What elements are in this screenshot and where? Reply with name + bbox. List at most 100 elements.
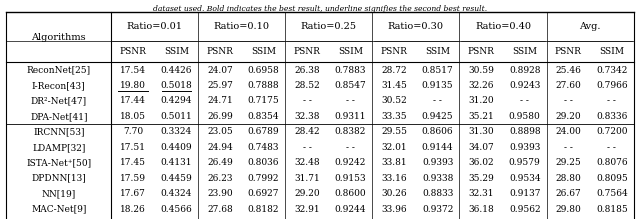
Text: 25.97: 25.97 xyxy=(207,81,233,90)
Text: MAC-Net[9]: MAC-Net[9] xyxy=(31,205,86,214)
Text: 32.01: 32.01 xyxy=(381,143,407,152)
Text: 0.6789: 0.6789 xyxy=(248,127,279,136)
Text: Algorithms: Algorithms xyxy=(31,33,86,42)
Text: 0.7175: 0.7175 xyxy=(248,96,279,105)
Text: - -: - - xyxy=(520,96,529,105)
Text: 0.9137: 0.9137 xyxy=(509,189,541,198)
Text: 0.6927: 0.6927 xyxy=(248,189,279,198)
Text: 23.05: 23.05 xyxy=(207,127,233,136)
Text: SSIM: SSIM xyxy=(164,47,189,56)
Text: PSNR: PSNR xyxy=(555,47,582,56)
Text: 32.38: 32.38 xyxy=(294,112,320,121)
Text: 0.4426: 0.4426 xyxy=(161,65,192,74)
Text: 17.44: 17.44 xyxy=(120,96,146,105)
Text: 0.8833: 0.8833 xyxy=(422,189,453,198)
Text: 32.91: 32.91 xyxy=(294,205,320,214)
Text: 0.8182: 0.8182 xyxy=(248,205,279,214)
Text: 26.99: 26.99 xyxy=(207,112,233,121)
Text: LDAMP[32]: LDAMP[32] xyxy=(32,143,85,152)
Text: 0.4409: 0.4409 xyxy=(161,143,192,152)
Text: - -: - - xyxy=(564,96,573,105)
Text: 26.38: 26.38 xyxy=(294,65,320,74)
Text: 0.4324: 0.4324 xyxy=(161,189,192,198)
Text: Ratio=0.30: Ratio=0.30 xyxy=(388,22,444,31)
Text: 0.8606: 0.8606 xyxy=(422,127,454,136)
Text: 0.3324: 0.3324 xyxy=(161,127,192,136)
Text: 0.8898: 0.8898 xyxy=(509,127,541,136)
Text: 24.71: 24.71 xyxy=(207,96,233,105)
Text: DPDNN[13]: DPDNN[13] xyxy=(31,174,86,183)
Text: 0.4566: 0.4566 xyxy=(161,205,192,214)
Text: 0.9534: 0.9534 xyxy=(509,174,541,183)
Text: PSNR: PSNR xyxy=(381,47,408,56)
Text: 35.21: 35.21 xyxy=(468,112,494,121)
Text: SSIM: SSIM xyxy=(338,47,363,56)
Text: dataset used. Bold indicates the best result, underline signifies the second bes: dataset used. Bold indicates the best re… xyxy=(153,5,487,13)
Text: SSIM: SSIM xyxy=(512,47,537,56)
Text: 0.9579: 0.9579 xyxy=(509,158,541,167)
Text: 33.96: 33.96 xyxy=(381,205,407,214)
Text: 24.00: 24.00 xyxy=(556,127,581,136)
Text: Avg.: Avg. xyxy=(579,22,601,31)
Text: 30.26: 30.26 xyxy=(381,189,407,198)
Text: PSNR: PSNR xyxy=(120,47,147,56)
Text: DR²-Net[47]: DR²-Net[47] xyxy=(31,96,87,105)
Text: 0.9338: 0.9338 xyxy=(422,174,453,183)
Text: 25.46: 25.46 xyxy=(556,65,581,74)
Text: 0.9425: 0.9425 xyxy=(422,112,454,121)
Text: - -: - - xyxy=(346,143,355,152)
Text: - -: - - xyxy=(607,96,616,105)
Text: 0.9135: 0.9135 xyxy=(422,81,454,90)
Text: 0.9393: 0.9393 xyxy=(422,158,453,167)
Text: 32.48: 32.48 xyxy=(294,158,320,167)
Text: PSNR: PSNR xyxy=(207,47,234,56)
Text: 31.71: 31.71 xyxy=(294,174,320,183)
Text: 33.16: 33.16 xyxy=(381,174,407,183)
Text: 0.7564: 0.7564 xyxy=(596,189,628,198)
Text: 0.9311: 0.9311 xyxy=(335,112,366,121)
Text: 32.31: 32.31 xyxy=(468,189,494,198)
Text: 0.8547: 0.8547 xyxy=(335,81,367,90)
Text: 36.02: 36.02 xyxy=(468,158,494,167)
Text: 0.7888: 0.7888 xyxy=(248,81,279,90)
Text: DPA-Net[41]: DPA-Net[41] xyxy=(30,112,88,121)
Text: 28.42: 28.42 xyxy=(294,127,320,136)
Text: 0.6958: 0.6958 xyxy=(248,65,279,74)
Text: 29.80: 29.80 xyxy=(556,205,581,214)
Text: 0.8517: 0.8517 xyxy=(422,65,454,74)
Text: - -: - - xyxy=(607,143,616,152)
Text: 26.23: 26.23 xyxy=(207,174,233,183)
Text: 0.9153: 0.9153 xyxy=(335,174,366,183)
Text: 0.9562: 0.9562 xyxy=(509,205,541,214)
Text: 36.18: 36.18 xyxy=(468,205,494,214)
Text: 23.90: 23.90 xyxy=(207,189,233,198)
Text: 0.9580: 0.9580 xyxy=(509,112,541,121)
Text: SSIM: SSIM xyxy=(599,47,625,56)
Text: 28.72: 28.72 xyxy=(381,65,407,74)
Text: 29.55: 29.55 xyxy=(381,127,407,136)
Text: I-Recon[43]: I-Recon[43] xyxy=(32,81,86,90)
Text: 29.20: 29.20 xyxy=(556,112,581,121)
Text: 0.7483: 0.7483 xyxy=(248,143,279,152)
Text: - -: - - xyxy=(303,96,312,105)
Text: 0.4131: 0.4131 xyxy=(161,158,192,167)
Text: 18.05: 18.05 xyxy=(120,112,146,121)
Text: 26.67: 26.67 xyxy=(556,189,581,198)
Text: 0.7992: 0.7992 xyxy=(248,174,279,183)
Text: ISTA-Net⁺[50]: ISTA-Net⁺[50] xyxy=(26,158,92,167)
Text: 0.8076: 0.8076 xyxy=(596,158,628,167)
Text: 0.4294: 0.4294 xyxy=(161,96,192,105)
Text: 0.9144: 0.9144 xyxy=(422,143,454,152)
Text: 0.8600: 0.8600 xyxy=(335,189,366,198)
Text: 0.7966: 0.7966 xyxy=(596,81,628,90)
Text: 0.9372: 0.9372 xyxy=(422,205,453,214)
Text: 0.8036: 0.8036 xyxy=(248,158,279,167)
Text: 33.81: 33.81 xyxy=(381,158,407,167)
Text: 24.07: 24.07 xyxy=(207,65,233,74)
Text: 27.68: 27.68 xyxy=(207,205,233,214)
Text: 0.4459: 0.4459 xyxy=(161,174,192,183)
Text: 0.8095: 0.8095 xyxy=(596,174,628,183)
Text: 24.94: 24.94 xyxy=(207,143,233,152)
Text: 29.25: 29.25 xyxy=(556,158,581,167)
Text: Ratio=0.25: Ratio=0.25 xyxy=(301,22,356,31)
